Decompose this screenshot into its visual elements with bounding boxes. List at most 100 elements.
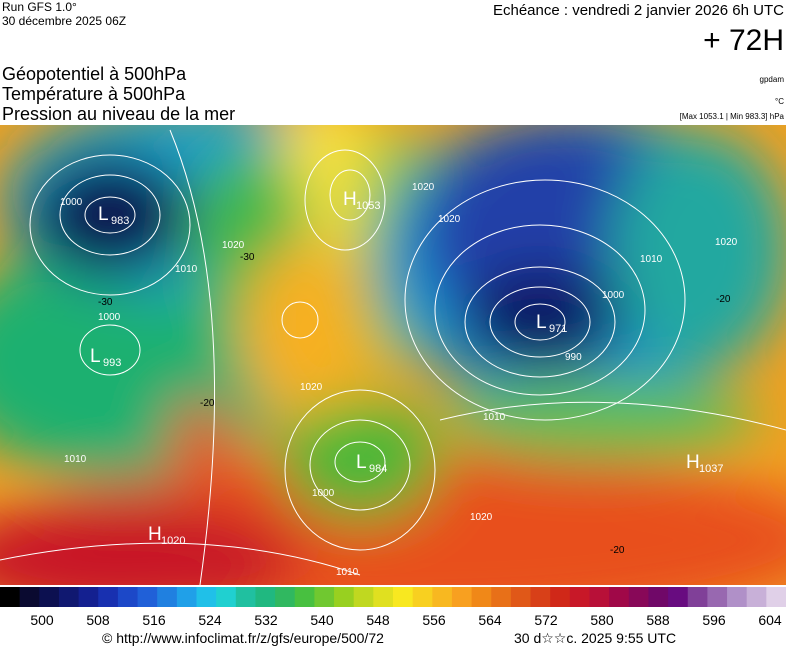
- scale-cell: [196, 587, 217, 607]
- center-value: 1020: [161, 535, 185, 547]
- scale-cell: [235, 587, 256, 607]
- unit: [Max 1053.1 | Min 983.3] hPa: [680, 112, 785, 121]
- temperature-label: -20: [610, 545, 625, 556]
- scale-cell: [294, 587, 315, 607]
- scale-cell: [216, 587, 237, 607]
- title: Température à 500hPa: [2, 84, 186, 104]
- scale-cell: [491, 587, 512, 607]
- scale-cell: [0, 587, 21, 607]
- scale-tick-label: 556: [422, 612, 446, 628]
- scale-cell: [314, 587, 335, 607]
- footer-source: © http://www.infoclimat.fr/z/gfs/europe/…: [102, 630, 384, 646]
- scale-cell: [609, 587, 630, 607]
- scale-cell: [137, 587, 158, 607]
- scale-cell: [19, 587, 40, 607]
- title: Géopotentiel à 500hPa: [2, 64, 187, 84]
- center-value: 1053: [356, 200, 380, 212]
- center-kind: H: [148, 524, 162, 545]
- scale-tick-label: 508: [86, 612, 110, 628]
- center-kind: L: [90, 346, 101, 367]
- scale-cell: [176, 587, 197, 607]
- isobar-label: 1020: [412, 182, 435, 193]
- isobar-label: 1020: [300, 382, 323, 393]
- center-kind: L: [98, 204, 109, 225]
- valid-time: Echéance : vendredi 2 janvier 2026 6h UT…: [493, 2, 784, 19]
- scale-cell: [39, 587, 60, 607]
- isobar-label: 1010: [64, 454, 87, 465]
- temperature-label: -30: [240, 252, 255, 263]
- scale-cell: [589, 587, 610, 607]
- center-value: 993: [103, 357, 121, 369]
- scale-tick-label: 580: [590, 612, 614, 628]
- scale-cell: [687, 587, 708, 607]
- unit: °C: [775, 97, 784, 106]
- scale-cell: [668, 587, 689, 607]
- scale-cell: [510, 587, 532, 607]
- center-value: 1037: [699, 463, 723, 475]
- scale-tick-label: 572: [534, 612, 558, 628]
- center-kind: L: [536, 312, 547, 333]
- scale-cell: [766, 587, 786, 607]
- scale-cell: [628, 587, 649, 607]
- run-date: 30 décembre 2025 06Z: [2, 14, 126, 28]
- temperature-label: -30: [98, 297, 113, 308]
- scale-cell: [550, 587, 571, 607]
- scale-tick-label: 548: [366, 612, 390, 628]
- scale-cell: [353, 587, 374, 607]
- isobar-label: 990: [565, 352, 582, 363]
- isobar-label: 1010: [336, 567, 359, 578]
- isobar-label: 1010: [483, 412, 506, 423]
- footer-stamp: 30 d☆☆c. 2025 9:55 UTC: [514, 630, 676, 646]
- isobars: [0, 129, 786, 585]
- scale-tick-label: 604: [758, 612, 782, 628]
- temperature-label: -20: [716, 294, 731, 305]
- scale-cell: [569, 587, 590, 607]
- isobar-label: 1000: [60, 197, 83, 208]
- scale-cell: [373, 587, 394, 607]
- isobar-label: 1020: [470, 512, 493, 523]
- center-value: 983: [111, 215, 129, 227]
- lead-time: + 72H: [703, 24, 784, 57]
- isobar-label: 1010: [640, 254, 663, 265]
- scale-cell: [157, 587, 178, 607]
- run-label: Run GFS 1.0°: [2, 0, 77, 14]
- scale-tick-label: 516: [142, 612, 166, 628]
- center-kind: L: [356, 452, 367, 473]
- temperature-label: -20: [200, 398, 215, 409]
- isobar-label: 1000: [312, 488, 335, 499]
- scale-tick-label: 500: [30, 612, 54, 628]
- isobar-label: 1020: [438, 214, 461, 225]
- center-kind: H: [343, 189, 357, 210]
- isobar-label: 1000: [98, 312, 121, 323]
- scale-tick-label: 564: [478, 612, 502, 628]
- unit: gpdam: [760, 75, 785, 84]
- scale-cell: [117, 587, 139, 607]
- scale-cell: [58, 587, 80, 607]
- scale-tick-label: 588: [646, 612, 670, 628]
- scale-cell: [451, 587, 473, 607]
- scale-cell: [255, 587, 276, 607]
- scale-cell: [334, 587, 355, 607]
- center-value: 971: [549, 323, 567, 335]
- scale-tick-label: 596: [702, 612, 726, 628]
- color-scale: 500 508 516 524 532 540 548 556 564 572 580 588 596 6…: [0, 587, 786, 628]
- scale-cell: [746, 587, 767, 607]
- scale-tick-label: 524: [198, 612, 222, 628]
- scale-cell: [530, 587, 551, 607]
- scale-cell: [275, 587, 296, 607]
- isobar-label: 1020: [715, 237, 738, 248]
- scale-cell: [471, 587, 492, 607]
- scale-cell: [648, 587, 669, 607]
- isobar-label: 1000: [602, 290, 625, 301]
- center-kind: H: [686, 452, 700, 473]
- scale-cell: [98, 587, 119, 607]
- title: Pression au niveau de la mer: [2, 104, 235, 124]
- scale-cell: [707, 587, 728, 607]
- scale-cell: [727, 587, 748, 607]
- scale-cell: [432, 587, 453, 607]
- scale-tick-label: 540: [310, 612, 334, 628]
- scale-tick-label: 532: [254, 612, 278, 628]
- isobar-label: 1020: [222, 240, 245, 251]
